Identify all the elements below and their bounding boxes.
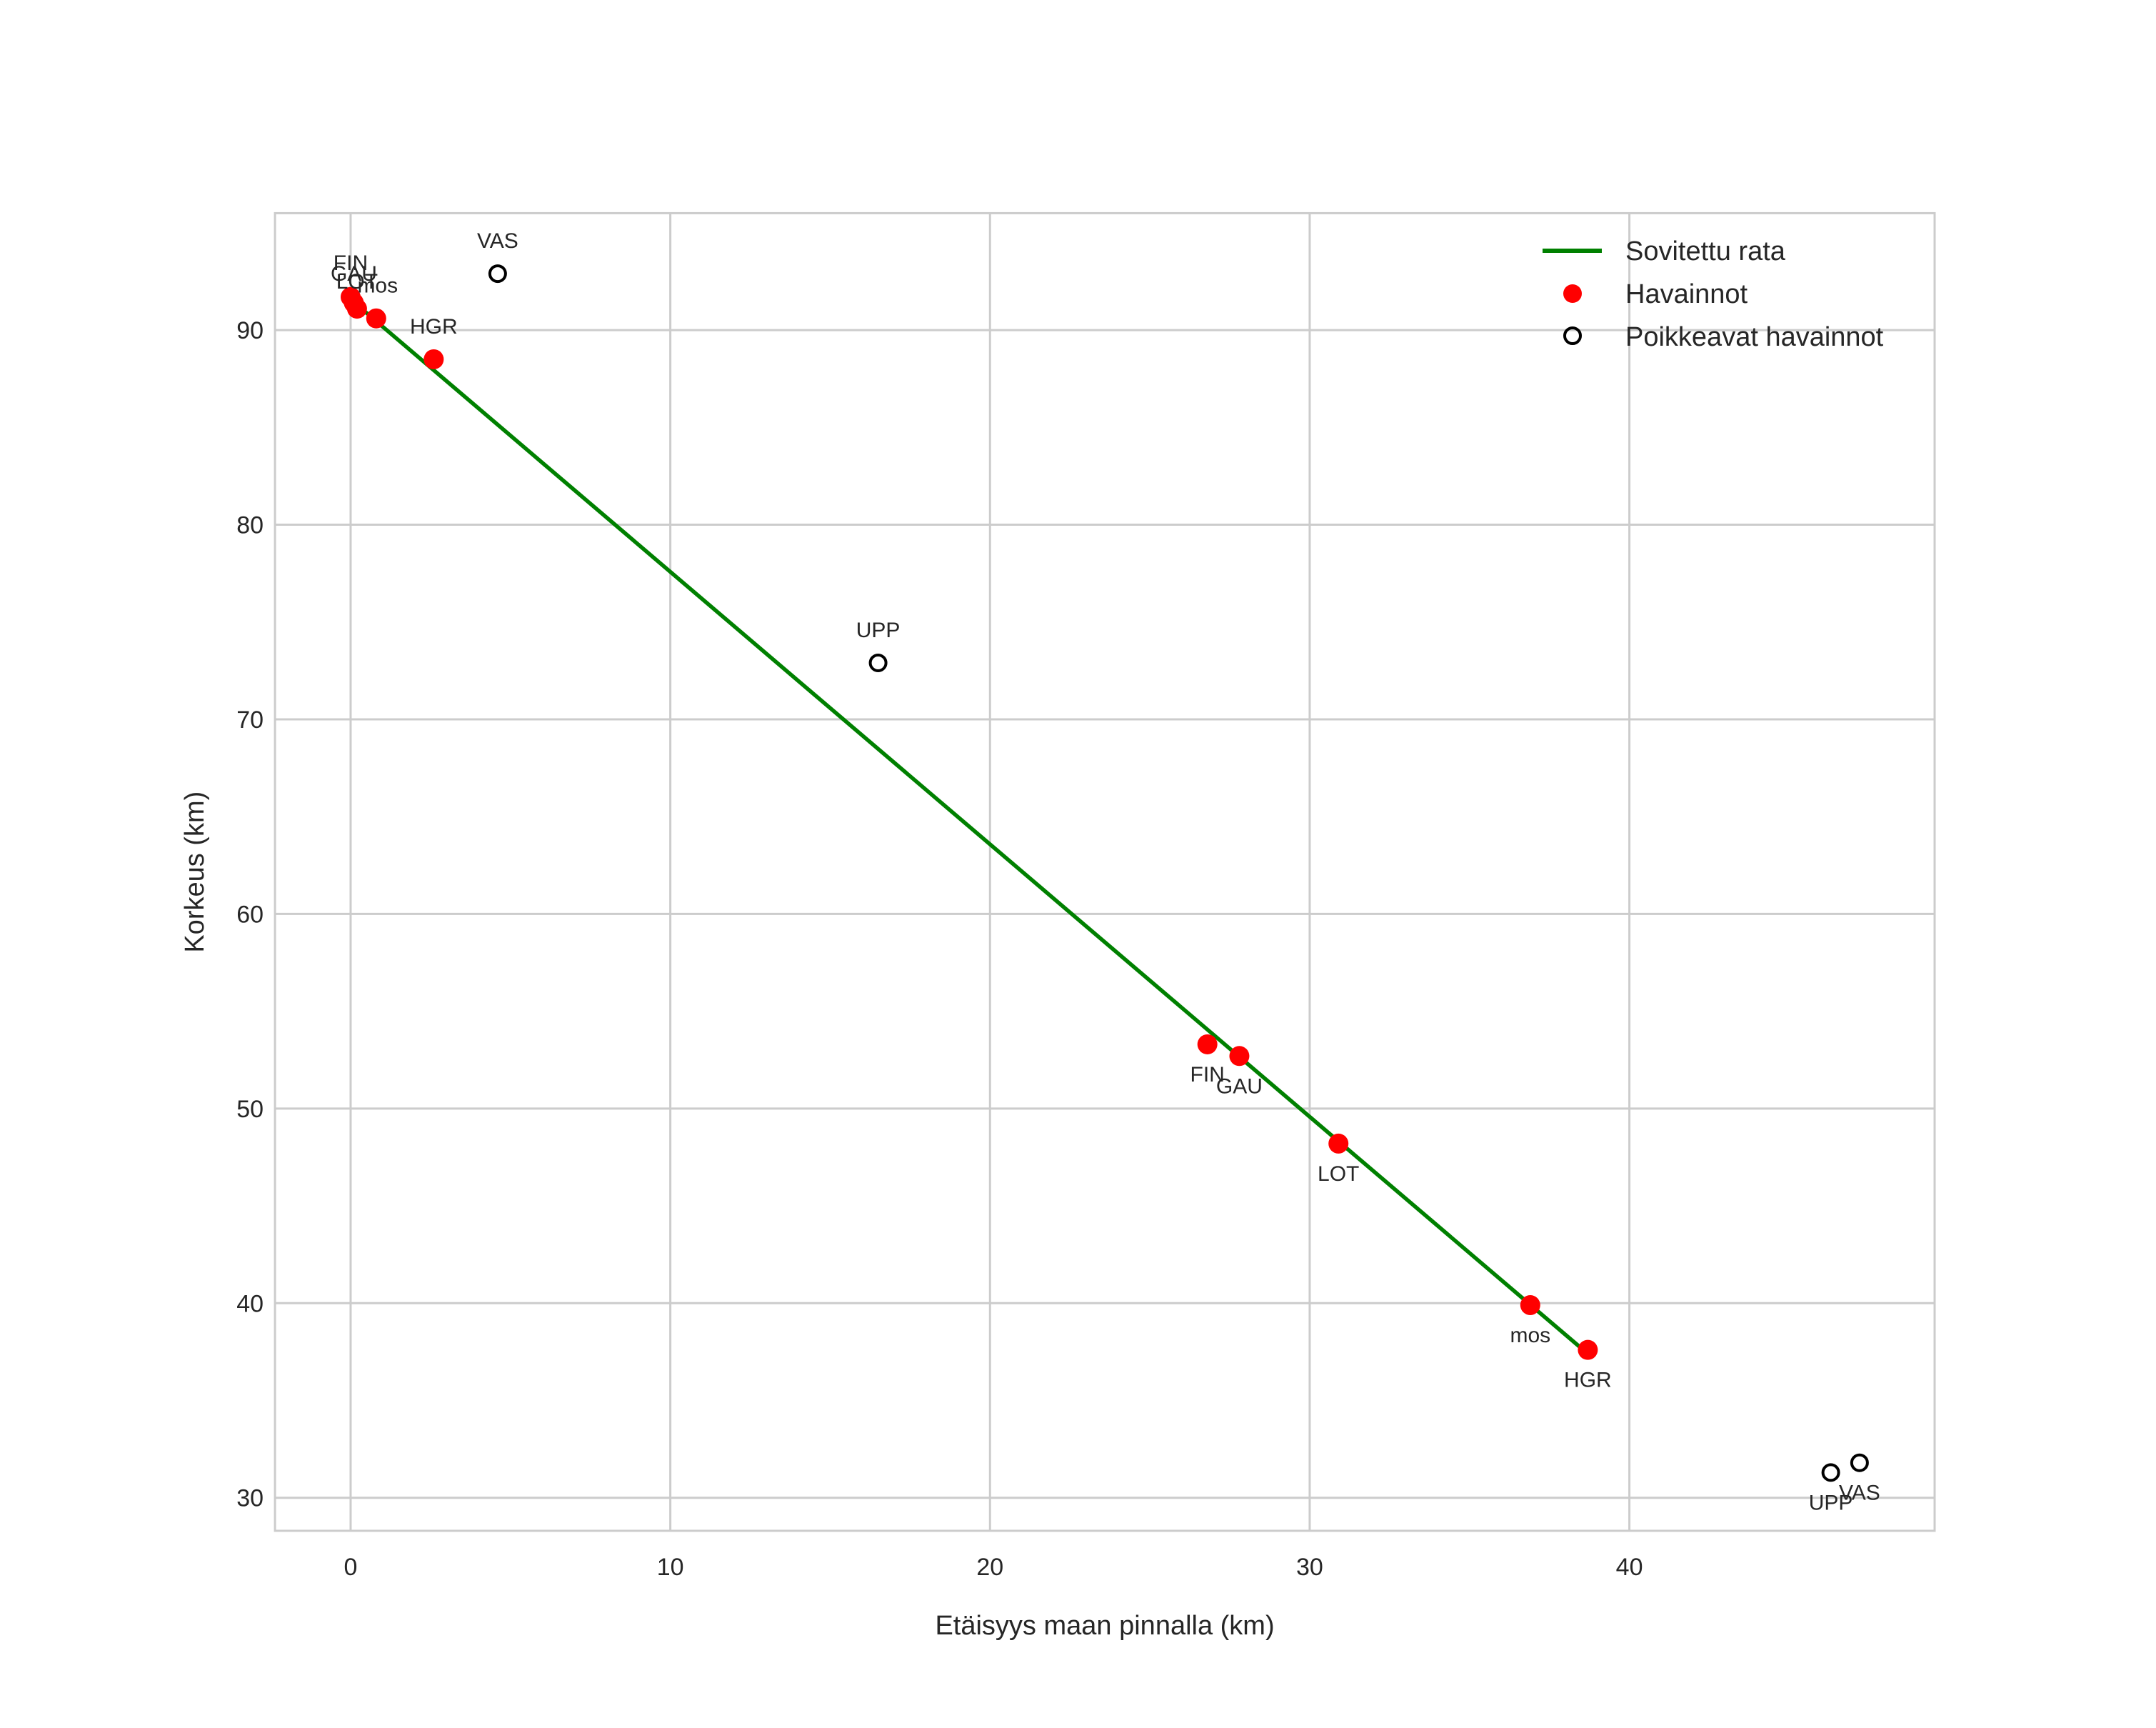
y-tick-label: 60 [236,901,264,928]
outlier-points [488,264,1869,1482]
outlier-point [868,653,888,672]
legend-label-outliers: Poikkeavat havainnot [1625,322,1884,352]
plot-frame [274,211,1936,1532]
observation-label: LOT [336,270,378,294]
observation-point [1229,1046,1250,1067]
observation-label: mos [357,274,398,298]
observation-point [1520,1295,1540,1316]
observation-label: HGR [410,315,458,339]
observations-points [340,286,1598,1360]
y-tick-label: 50 [236,1096,264,1123]
observation-label: FIN [1190,1063,1225,1087]
y-tick-label: 40 [236,1290,264,1317]
x-tick-label: 20 [976,1554,1003,1581]
y-tick-label: 90 [236,317,264,344]
outlier-label: UPP [1809,1491,1853,1514]
observation-label: FIN [334,251,368,275]
observation-point [346,299,367,319]
legend: Sovitettu rata Havainnot Poikkeavat hava… [1543,236,1884,352]
x-tick-label: 0 [344,1554,358,1581]
observation-point [366,308,386,329]
y-tick-label: 80 [236,512,264,539]
observation-label: mos [1510,1324,1550,1347]
legend-filled-circle-icon [1563,284,1582,303]
x-axis-label: Etäisyys maan pinnalla (km) [935,1611,1274,1641]
legend-label-observations: Havainnot [1625,279,1748,309]
observation-point [1197,1034,1218,1054]
y-axis-ticks: 30 40 50 60 70 80 90 [236,317,264,1512]
outlier-label: VAS [1839,1482,1880,1505]
observation-label: GAU [331,262,377,286]
outlier-label: VAS [477,229,518,253]
x-tick-label: 10 [657,1554,684,1581]
x-tick-label: 30 [1296,1554,1323,1581]
fitted-line [356,303,1590,1356]
x-tick-label: 40 [1616,1554,1643,1581]
observation-point [1328,1133,1349,1154]
observation-label: HGR [1564,1369,1612,1392]
x-axis-ticks: 0 10 20 30 40 [344,1554,1643,1581]
legend-open-circle-icon [1563,326,1582,345]
grid-lines [275,213,1935,1531]
y-tick-label: 70 [236,706,264,734]
outlier-point [1821,1463,1840,1482]
outlier-point [488,264,507,284]
outlier-point [1850,1453,1869,1472]
observation-label: GAU [1216,1074,1263,1098]
outlier-label: UPP [856,619,901,642]
y-tick-label: 30 [236,1485,264,1512]
observation-point [423,349,444,369]
fitted-trajectory-line [356,303,1590,1356]
observation-point [1578,1339,1598,1360]
legend-label-fitted: Sovitettu rata [1625,236,1786,266]
observation-label: LOT [1318,1162,1359,1186]
y-axis-label: Korkeus (km) [180,791,210,953]
